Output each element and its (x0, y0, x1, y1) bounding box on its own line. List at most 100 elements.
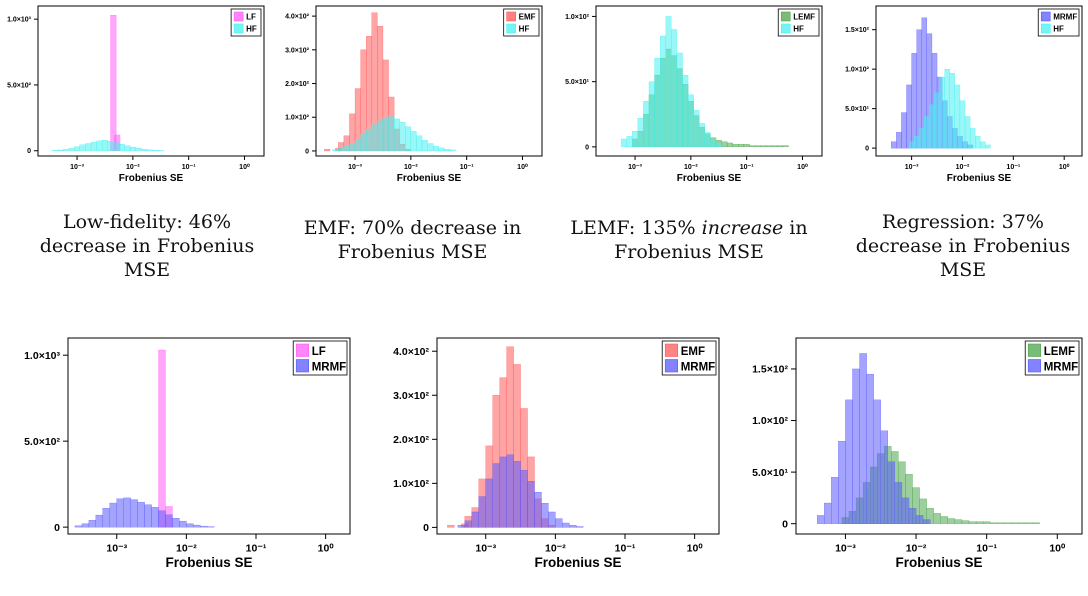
bar-hf (124, 145, 131, 151)
x-tick-label: 10⁰ (1049, 543, 1066, 555)
y-tick-label: 3.0×10² (285, 47, 310, 54)
x-tick-label: 10⁻² (404, 164, 418, 171)
bar-mrmf (576, 526, 584, 528)
legend-swatch-hf (233, 23, 244, 34)
bar-mrmf (102, 508, 110, 528)
y-tick-label: 4.0×10² (285, 14, 310, 21)
legend-label-lf: LF (312, 346, 326, 358)
bar-lemf (940, 516, 948, 524)
plot-frame (37, 5, 265, 157)
y-tick-label: 5.0×10¹ (565, 79, 590, 86)
x-tick-label: 10⁻² (176, 543, 197, 555)
y-tick-label: 1.0×10² (285, 115, 310, 122)
y-tick-label: 1.0×10² (845, 67, 870, 74)
bar-hf (141, 149, 147, 151)
x-tick-label: 10⁰ (687, 543, 704, 555)
bar-mrmf (824, 502, 832, 524)
histogram-top-regression: 10⁻³ 10⁻² 10⁻¹ 10⁰ 0 5.0×10¹ 1.0×10² 1.5×10² Fro… (845, 5, 1083, 184)
legend-label-hf: HF (793, 25, 804, 34)
bar-hf (85, 143, 92, 151)
bar-mrmf (891, 141, 897, 149)
bar-mrmf (873, 399, 881, 524)
bar-mrmf (478, 496, 486, 528)
plot-frame (875, 5, 1083, 157)
bar-hf (693, 110, 700, 148)
legend: LF MRMF (292, 340, 348, 376)
legend: LEMF HF (777, 8, 820, 37)
x-axis-label: Frobenius SE (947, 173, 1012, 184)
bar-hf (715, 142, 722, 148)
legend: LEMF MRMF (1024, 340, 1080, 376)
bar-mrmf (471, 511, 479, 528)
legend-label-hf: HF (246, 25, 257, 34)
caption-lemf-prefix: LEMF: 135% (570, 217, 702, 239)
y-tick-label: 5.0×10² (24, 436, 60, 448)
plot-frame (67, 337, 351, 535)
x-tick-label: 10⁻³ (475, 543, 496, 555)
legend-swatch-lemf (1027, 343, 1042, 357)
bar-hf (964, 116, 971, 149)
bar-lemf (1011, 522, 1019, 524)
bar-hf (68, 148, 75, 151)
caption-emf: EMF: 70% decrease in Frobenius MSE (303, 217, 522, 263)
bar-hf (632, 131, 639, 148)
bar-mrmf (151, 507, 159, 528)
bar-lf (110, 15, 117, 151)
x-tick-label: 10⁻² (126, 164, 140, 171)
bar-lemf (738, 144, 745, 148)
bar-mrmf (911, 53, 917, 149)
legend-label-mrmf: MRMF (1044, 362, 1079, 374)
bar-mrmf (116, 498, 124, 528)
bar-hf (654, 58, 661, 148)
bar-hf (113, 142, 120, 151)
bar-mrmf (569, 525, 577, 528)
bar-hf (51, 150, 58, 151)
legend-swatch-lf (295, 343, 310, 357)
bar-hf (438, 147, 445, 152)
bar-hf (405, 126, 412, 152)
x-tick-label: 10⁻² (956, 164, 970, 171)
x-axis-label: Frobenius SE (534, 555, 621, 570)
bar-hf (102, 140, 108, 151)
bars (891, 17, 991, 149)
bar-lemf (766, 145, 772, 148)
bar-hf (90, 142, 97, 151)
bar-mrmf (123, 497, 131, 528)
bar-hf (118, 144, 125, 151)
bar-lemf (997, 522, 1005, 524)
bar-hf (954, 84, 961, 149)
bar-lemf (975, 521, 984, 524)
legend-swatch-hf (506, 23, 516, 34)
x-tick-label: 10⁻¹ (615, 543, 636, 555)
legend: EMF MRMF (661, 340, 717, 376)
bar-hf (704, 132, 711, 148)
bar-hf (687, 94, 694, 148)
bar-mrmf (908, 508, 917, 524)
bar-hf (919, 128, 925, 149)
bar-mrmf (207, 526, 215, 528)
bar-hf (62, 149, 69, 151)
bar-mrmf (186, 523, 194, 528)
legend-label-mrmf: MRMF (312, 362, 347, 374)
bar-mrmf (88, 520, 96, 528)
caption-regression: Regression: 37% decrease in Frobenius MS… (855, 211, 1071, 281)
bar-hf (980, 141, 986, 149)
bar-mrmf (817, 515, 825, 524)
y-tick-label: 1.0×10³ (7, 17, 32, 24)
bar-mrmf (144, 504, 152, 528)
legend: LF HF (230, 8, 262, 37)
bar-emf (324, 149, 331, 152)
caption-lemf-emphasis: increase (701, 217, 784, 239)
x-tick-label: 10⁰ (318, 543, 335, 555)
bar-lemf (1032, 522, 1040, 524)
bar-lemf (760, 145, 767, 148)
y-tick-label: 1.0×10³ (24, 350, 60, 362)
bar-lemf (933, 513, 941, 524)
histogram-bottom-lemf: 10⁻³ 10⁻² 10⁻¹ 10⁰ 0 5.0×10¹ 1.0×10² 1.5×10² Fro… (752, 337, 1083, 570)
bar-lemf (721, 141, 728, 148)
bar-hf (157, 150, 164, 152)
y-tick-label: 4.0×10² (393, 346, 429, 358)
y-tick-label: 1.0×10² (393, 478, 429, 490)
bar-mrmf (838, 441, 846, 524)
bar-lemf (982, 521, 991, 524)
